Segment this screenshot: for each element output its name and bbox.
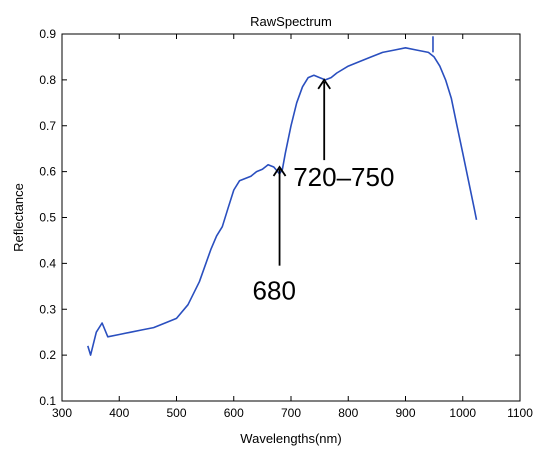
x-tick-label: 1100 <box>507 406 533 420</box>
y-tick-label: 0.8 <box>39 73 56 87</box>
x-tick-label: 600 <box>224 406 244 420</box>
annotation-arrow-0: 680 <box>253 165 296 306</box>
x-axis-title: Wavelengths(nm) <box>240 431 341 446</box>
arrow-head <box>272 165 287 177</box>
x-tick-label: 400 <box>109 406 129 420</box>
arrow-head <box>317 78 331 90</box>
y-tick-label: 0.9 <box>39 27 56 41</box>
spectrum-line <box>87 47 478 356</box>
x-axis: 300 400 500 600 700 800 900 1000 1100 <box>52 34 533 420</box>
y-axis: 0.1 0.2 0.3 0.4 0.5 0.6 0.7 0.8 0.9 <box>39 27 520 408</box>
y-tick-label: 0.4 <box>39 256 56 270</box>
x-tick-label: 700 <box>281 406 301 420</box>
x-tick-label: 1000 <box>449 406 476 420</box>
y-tick-label: 0.7 <box>39 119 56 133</box>
x-tick-label: 300 <box>52 406 72 420</box>
annotation-label: 680 <box>253 276 296 306</box>
y-tick-label: 0.5 <box>39 211 56 225</box>
chart-title: RawSpectrum <box>250 14 332 29</box>
y-tick-label: 0.1 <box>39 394 56 408</box>
y-tick-label: 0.3 <box>39 302 56 316</box>
y-tick-label: 0.2 <box>39 348 56 362</box>
annotation-label: 720–750 <box>293 162 394 192</box>
y-tick-label: 0.6 <box>39 165 56 179</box>
annotation-arrow-1: 720–750 <box>293 78 394 192</box>
x-tick-label: 900 <box>395 406 415 420</box>
y-axis-title: Reflectance <box>11 183 26 252</box>
plot-frame <box>61 33 521 402</box>
x-tick-label: 800 <box>338 406 358 420</box>
x-tick-label: 500 <box>166 406 186 420</box>
